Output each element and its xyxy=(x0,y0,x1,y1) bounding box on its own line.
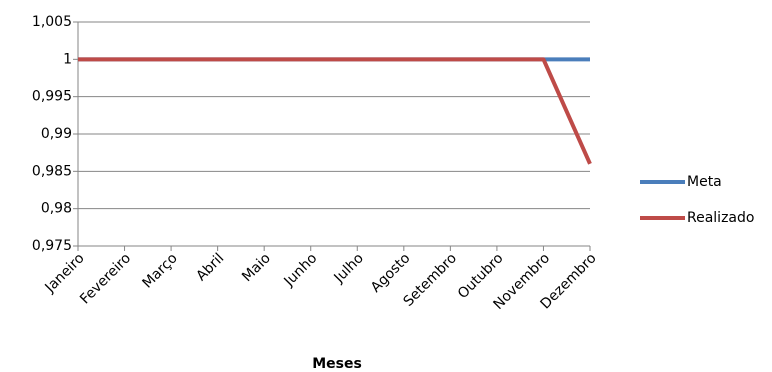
x-tick-label: Junho xyxy=(281,250,321,290)
x-tick-label: Janeiro xyxy=(42,250,88,296)
y-tick-label: 0,99 xyxy=(41,126,72,142)
y-tick-label: 0,975 xyxy=(32,238,72,254)
legend-label: Meta xyxy=(687,174,722,190)
legend-label: Realizado xyxy=(687,210,754,226)
x-tick-label: Fevereiro xyxy=(77,250,134,307)
x-tick-label: Julho xyxy=(331,250,367,286)
x-tick-label: Março xyxy=(139,250,180,291)
x-tick-label: Agosto xyxy=(368,250,414,296)
x-tick-label: Maio xyxy=(239,250,274,285)
y-tick-label: 0,995 xyxy=(32,89,72,105)
y-tick-label: 1 xyxy=(63,51,72,67)
x-axis-title: Meses xyxy=(312,356,362,372)
y-tick-label: 1,005 xyxy=(32,14,72,30)
y-tick-label: 0,985 xyxy=(32,163,72,179)
x-tick-label: Abril xyxy=(193,250,227,284)
line-series xyxy=(78,57,592,165)
y-tick-label: 0,98 xyxy=(41,201,72,217)
